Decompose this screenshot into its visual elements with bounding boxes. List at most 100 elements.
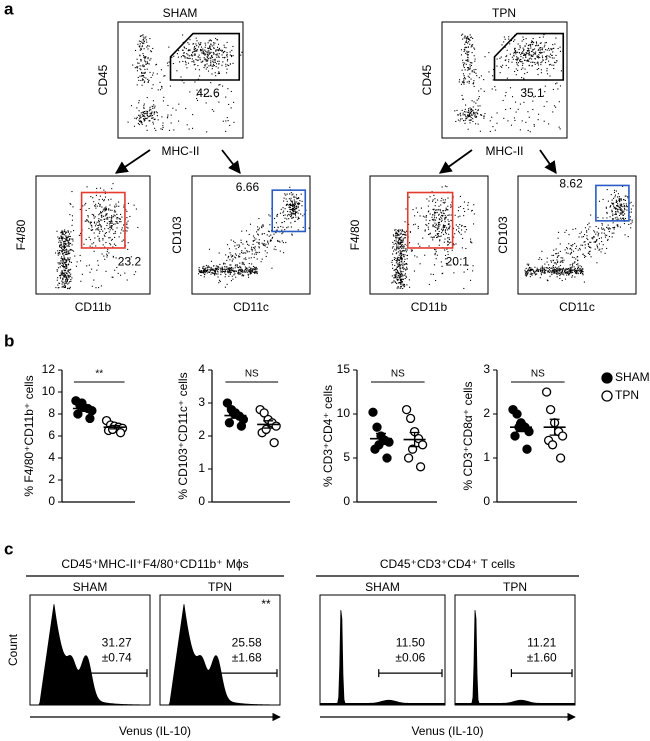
event-dot: [211, 56, 213, 58]
event-dot: [505, 64, 507, 66]
event-dot: [207, 265, 209, 267]
event-dot: [64, 259, 66, 261]
event-dot: [462, 33, 464, 35]
event-dot: [88, 227, 90, 230]
event-dot: [397, 282, 399, 284]
event-dot: [466, 53, 468, 55]
event-dot: [624, 234, 626, 236]
data-point: [403, 453, 414, 463]
event-dot: [580, 266, 583, 268]
event-dot: [574, 276, 576, 278]
event-dot: [508, 67, 510, 69]
event-dot: [395, 271, 397, 273]
event-dot: [209, 52, 211, 54]
event-dot: [97, 229, 99, 231]
event-dot: [464, 43, 466, 45]
event-dot: [93, 222, 96, 224]
event-dot: [211, 65, 213, 67]
event-dot: [445, 262, 447, 265]
event-dot: [552, 268, 554, 270]
event-dot: [400, 283, 402, 285]
event-dot: [466, 268, 469, 271]
event-dot: [558, 272, 560, 274]
event-dot: [70, 280, 72, 282]
event-dot: [400, 241, 403, 244]
sem-bar: [263, 420, 274, 429]
event-dot: [99, 195, 101, 197]
event-dot: [537, 56, 539, 58]
event-dot: [289, 193, 291, 195]
event-dot: [411, 249, 413, 251]
event-dot: [536, 56, 538, 58]
event-dot: [476, 99, 478, 101]
event-dot: [613, 189, 616, 191]
event-dot: [297, 229, 299, 231]
event-dot: [192, 114, 194, 116]
event-dot: [546, 257, 548, 259]
event-dot: [435, 223, 438, 225]
event-dot: [395, 253, 397, 255]
event-dot: [395, 229, 397, 231]
event-dot: [444, 214, 446, 216]
event-dot: [250, 248, 252, 250]
event-dot: [104, 246, 106, 248]
event-dot: [60, 231, 62, 233]
event-dot: [429, 196, 431, 198]
event-dot: [101, 216, 103, 218]
event-dot: [286, 193, 288, 195]
event-dot: [205, 53, 207, 55]
event-dot: [468, 113, 471, 115]
event-dot: [623, 217, 625, 219]
event-dot: [574, 267, 576, 270]
event-dot: [462, 114, 464, 116]
event-dot: [403, 260, 406, 263]
event-dot: [293, 199, 295, 201]
event-dot: [572, 269, 574, 271]
event-dot: [70, 261, 73, 263]
event-dot: [469, 122, 471, 124]
event-dot: [64, 253, 67, 255]
event-dot: [570, 269, 572, 272]
histogram: [454, 610, 576, 706]
event-dot: [62, 260, 64, 262]
event-dot: [218, 60, 220, 62]
event-dot: [620, 209, 622, 211]
event-dot: [478, 77, 480, 79]
event-dot: [553, 64, 555, 66]
event-dot: [491, 88, 493, 90]
event-dot: [443, 226, 445, 228]
event-dot: [207, 70, 210, 72]
event-dot: [152, 123, 154, 125]
event-dot: [204, 64, 206, 66]
event-dot: [500, 65, 502, 67]
data-point: [259, 408, 269, 418]
event-dot: [152, 84, 154, 86]
event-dot: [403, 237, 405, 239]
event-dot: [465, 111, 467, 113]
gate-percent: 20.1: [446, 254, 470, 268]
event-dot: [221, 267, 223, 269]
event-dot: [112, 229, 114, 231]
event-dot: [464, 62, 466, 64]
event-dot: [257, 234, 260, 236]
event-dot: [404, 263, 406, 265]
event-dot: [435, 279, 437, 282]
event-dot: [395, 268, 397, 270]
event-dot: [292, 212, 294, 214]
event-dot: [85, 220, 87, 222]
event-dot: [183, 82, 185, 84]
event-dot: [115, 211, 117, 213]
event-dot: [575, 271, 577, 274]
event-dot: [469, 73, 471, 75]
event-dot: [397, 270, 399, 272]
y-axis-label: CD45: [96, 64, 110, 95]
event-dot: [290, 200, 292, 202]
event-dot: [140, 69, 142, 71]
event-dot: [127, 220, 129, 222]
event-dot: [575, 269, 577, 271]
event-dot: [406, 268, 408, 270]
event-dot: [527, 50, 529, 52]
event-dot: [295, 213, 297, 215]
event-dot: [469, 62, 471, 64]
event-dot: [204, 64, 206, 66]
